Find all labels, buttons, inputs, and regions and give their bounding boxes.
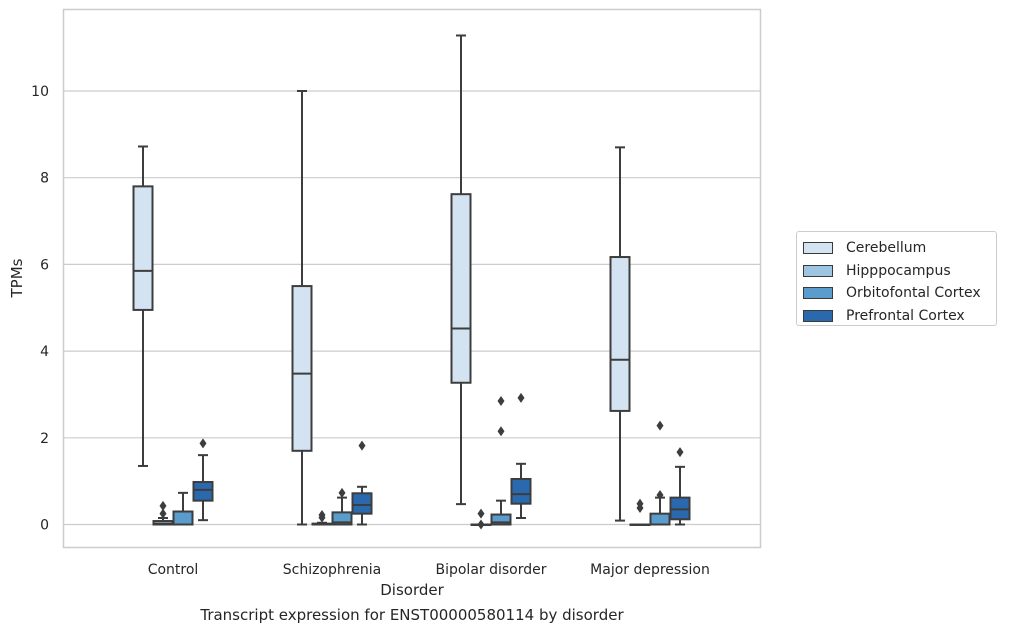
box-iqr [609,256,631,412]
box-1-3 [629,498,651,526]
legend-item: Orbitofontal Cortex [797,282,996,305]
legend-label: Hipppocampus [846,262,951,279]
box-iqr [490,513,512,526]
box-iqr [450,193,472,384]
outlier-point [497,395,505,406]
outlier-point [656,490,664,501]
box-iqr [291,285,313,452]
x-tick-labels: Control Schizophrenia Bipolar disorder Majo… [148,562,710,578]
box-1-0 [152,500,174,526]
x-axis-title: Disorder [380,581,444,599]
outlier-point [636,498,644,509]
x-tick-label: Schizophrenia [283,562,381,578]
box-0-3 [609,146,631,522]
box-0-0 [132,145,154,467]
box-3-1 [351,440,373,526]
x-tick-label: Bipolar disorder [435,562,546,578]
boxes [132,34,691,530]
box-iqr [510,477,532,505]
legend-swatch [803,287,833,300]
legend-label: Cerebellum [846,240,927,257]
legend-label: Orbitofontal Cortex [846,285,981,302]
outlier-point [318,509,326,520]
y-tick-labels: 0 2 4 6 8 10 [31,84,49,534]
legend-item: Cerebellum [797,237,996,260]
box-2-2 [490,395,512,526]
box-2-0 [172,491,194,526]
legend-item: Prefrontal Cortex [797,305,996,328]
y-tick-label: 8 [40,171,49,187]
y-tick-label: 2 [40,431,49,447]
y-tick-label: 4 [40,344,49,360]
outlier-point [497,426,505,437]
legend-swatch [803,242,833,255]
x-tick-label: Control [148,562,199,578]
box-0-1 [291,90,313,526]
outlier-point [477,508,485,519]
box-2-3 [649,420,671,526]
x-tick-label: Major depression [590,562,710,578]
legend-label: Prefrontal Cortex [846,307,965,324]
box-1-2 [470,508,492,530]
box-0-2 [450,34,472,506]
y-tick-label: 6 [40,257,49,273]
outlier-point [656,420,664,431]
outlier-point [517,392,525,403]
box-1-1 [311,509,333,526]
box-2-1 [331,487,353,526]
box-iqr [351,492,373,515]
y-tick-label: 10 [31,84,49,100]
outlier-point [199,438,207,449]
legend-swatch [803,264,833,277]
legend-item: Hipppocampus [797,260,996,283]
gridlines [63,90,761,526]
outlier-point [159,500,167,511]
outlier-point [477,519,485,530]
y-axis-title: TPMs [8,258,26,298]
legend-swatch [803,309,833,322]
outlier-point [338,487,346,498]
outlier-point [358,440,366,451]
y-tick-label: 0 [40,518,49,534]
box-3-2 [510,392,532,519]
legend: Cerebellum Hipppocampus Orbitofontal Corte… [796,231,997,326]
box-3-0 [192,438,214,522]
box-iqr [132,185,154,311]
outlier-point [159,508,167,519]
box-3-3 [669,447,691,526]
plot-frame [62,8,762,549]
outlier-point [676,447,684,458]
box-iqr [172,510,194,526]
chart-caption: Transcript expression for ENST0000058011… [200,606,624,624]
box-iqr [649,512,671,526]
box-iqr [192,481,214,502]
